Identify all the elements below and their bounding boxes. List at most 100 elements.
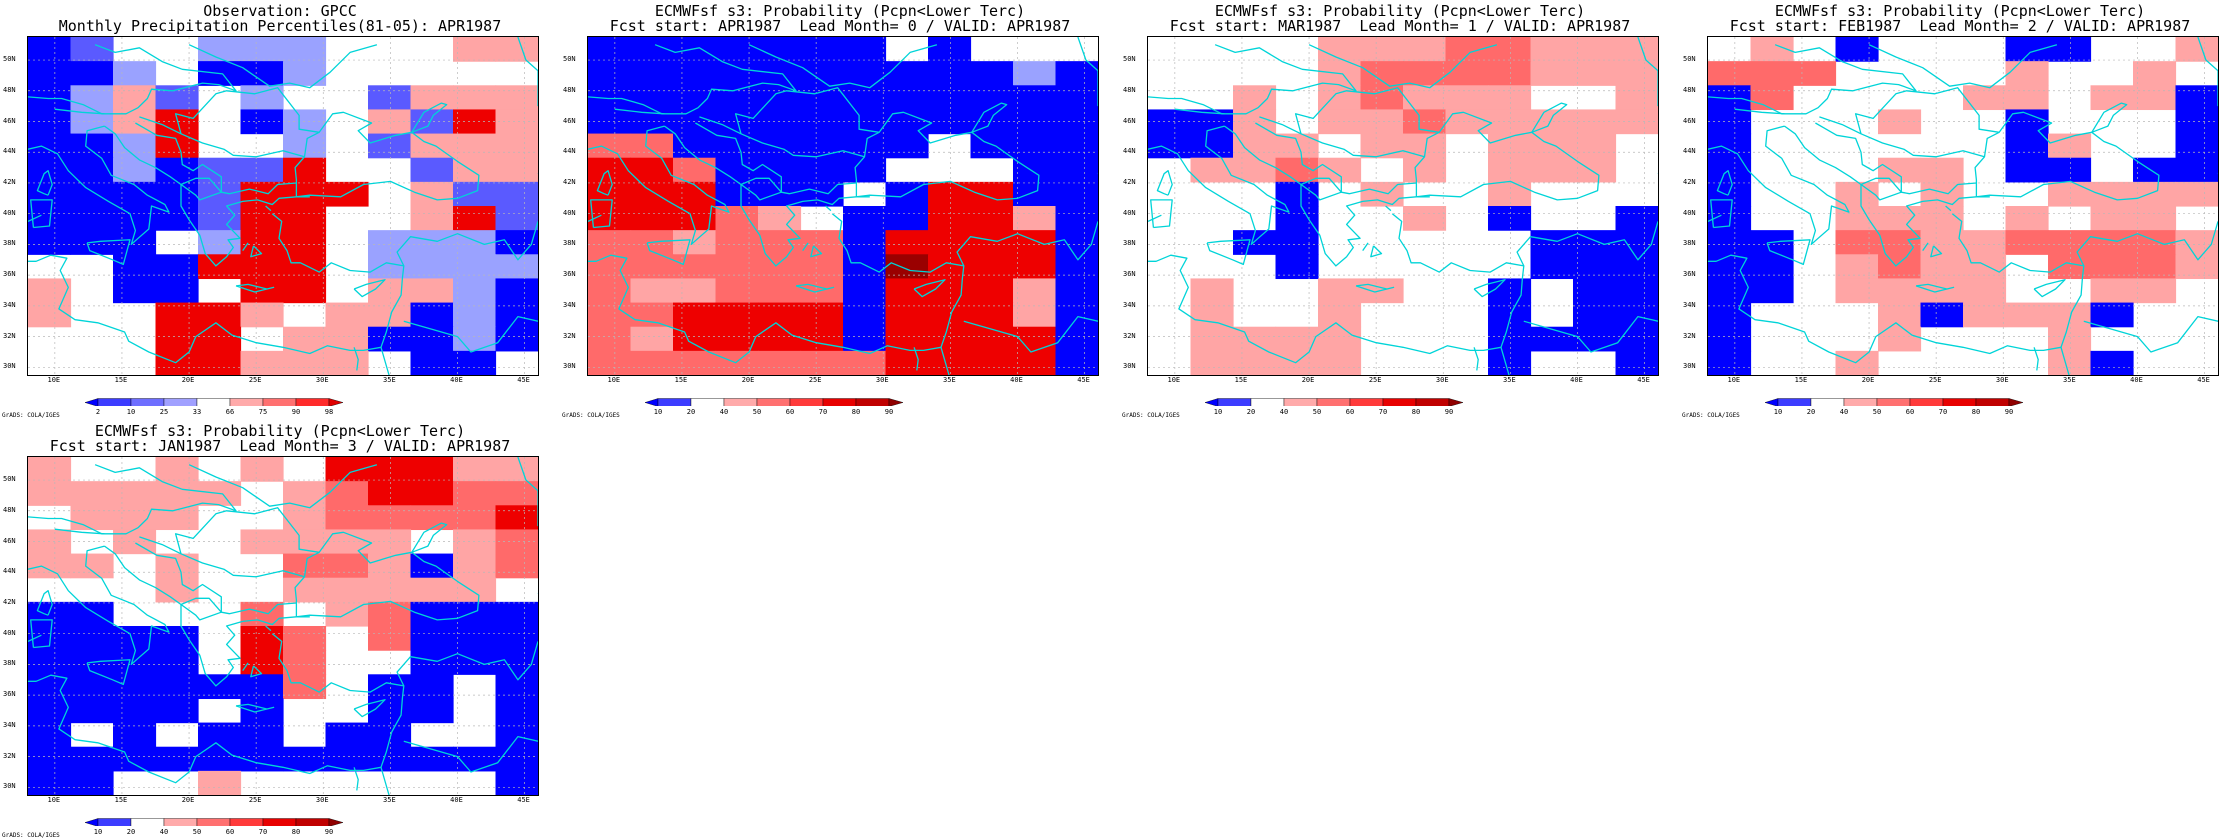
grid-cell [453,181,497,207]
coastline [1148,214,1162,222]
grid-cell [2133,278,2177,304]
colorbar-segment [1204,398,1219,406]
grid-cell [240,109,284,135]
colorbar-label: 40 [1839,408,1849,416]
coastline [1473,347,1479,371]
colorbar-label: 98 [324,408,334,416]
grid-cell [800,230,844,255]
grid-cell [1488,350,1532,375]
grid-cell [283,206,327,231]
colorbar-segment [295,398,330,406]
grid-cell [1488,206,1532,231]
grid-cell [1403,157,1447,183]
grid-cell [1055,181,1098,207]
grid-cell [283,746,327,772]
grid-cell [113,85,157,111]
grid-cell [495,529,538,555]
lon-tick-label: 10E [1727,376,1741,384]
lat-tick-label: 36N [1123,270,1136,279]
lat-tick-label: 34N [1123,300,1136,309]
coastline [1077,37,1098,107]
lat-tick-label: 46N [563,116,576,125]
coastline [30,619,53,649]
grid-cell [70,601,114,627]
grid-cell [368,722,412,748]
grid-cell [453,601,497,627]
grid-cell [885,230,929,255]
lon-tick-label: 20E [741,376,755,384]
grid-cell [1835,181,1879,207]
grid-cell [1573,157,1617,183]
colorbar-label: 90 [2004,408,2014,416]
coastline [2060,347,2070,375]
grid-cell [283,181,327,207]
grid-cell [2090,278,2134,304]
colorbar-segment [229,818,264,826]
grid-cell [2005,157,2049,183]
grid-cell [715,61,759,86]
coastline [1294,87,1440,134]
coastline [590,199,613,229]
grid-cell [410,650,454,675]
panel-subtitle: Monthly Precipitation Percentiles(81-05)… [58,17,502,35]
grid-cell [2005,133,2049,159]
lat-tick-label: 32N [3,331,16,340]
grid-cell [495,746,538,772]
grid-cell [70,181,114,207]
colorbar-segment [262,398,297,406]
lat-tick-label: 38N [1683,239,1696,248]
coastline [1308,44,1498,89]
lat-tick-label: 48N [563,85,576,94]
colorbar-segment [163,818,198,826]
grid-cell [885,206,929,231]
colorbar [84,398,344,406]
grid-cell [70,157,114,183]
grid-cell [410,505,454,531]
grid-cell [70,698,114,724]
lon-tick-label: 15E [674,376,688,384]
grid-cell [800,254,844,280]
colorbar-segment [84,398,99,406]
grid-cell [800,350,844,375]
grid-cell [928,230,972,255]
grid-cell [715,278,759,304]
colorbar-segment [1810,398,1845,406]
coastline [1473,279,1506,298]
grid-cell [240,254,284,280]
grads-credit: GrADS: COLA/IGES [2,412,60,419]
grid-cell [70,770,114,795]
grads-credit: GrADS: COLA/IGES [562,412,620,419]
grid-cell [1963,230,2007,255]
grid-cell [495,505,538,531]
grid-cell [970,278,1014,304]
grid-cell [113,181,157,207]
grid-cell [1878,302,1922,328]
colorbar-label: 70 [1378,408,1388,416]
grid-cell [1530,37,1574,62]
lon-tick-label: 45E [517,796,530,804]
coastline [411,102,448,133]
grid-cell [28,481,72,506]
grid-cell [410,601,454,627]
grid-cell [1488,181,1532,207]
grid-cell [928,350,972,375]
grid-cell [758,278,802,304]
grid-cell [1360,61,1404,86]
coastline [2083,315,2218,353]
grid-cell [588,157,632,183]
grid-cell [155,133,199,159]
grid-cell [70,746,114,772]
grid-cell [410,350,454,375]
coastline [1148,44,1357,115]
lat-tick-label: 30N [1123,362,1136,371]
colorbar-label: 60 [1905,408,1915,416]
coastline [396,221,538,267]
grid-cell [410,278,454,304]
colorbar-label: 2 [95,408,101,416]
grid-cell [1488,61,1532,86]
grid-cell [283,278,327,304]
grid-cell [1530,157,1574,183]
colorbar-label: 90 [884,408,894,416]
lat-tick-label: 38N [1123,239,1136,248]
grid-cell [453,457,497,482]
